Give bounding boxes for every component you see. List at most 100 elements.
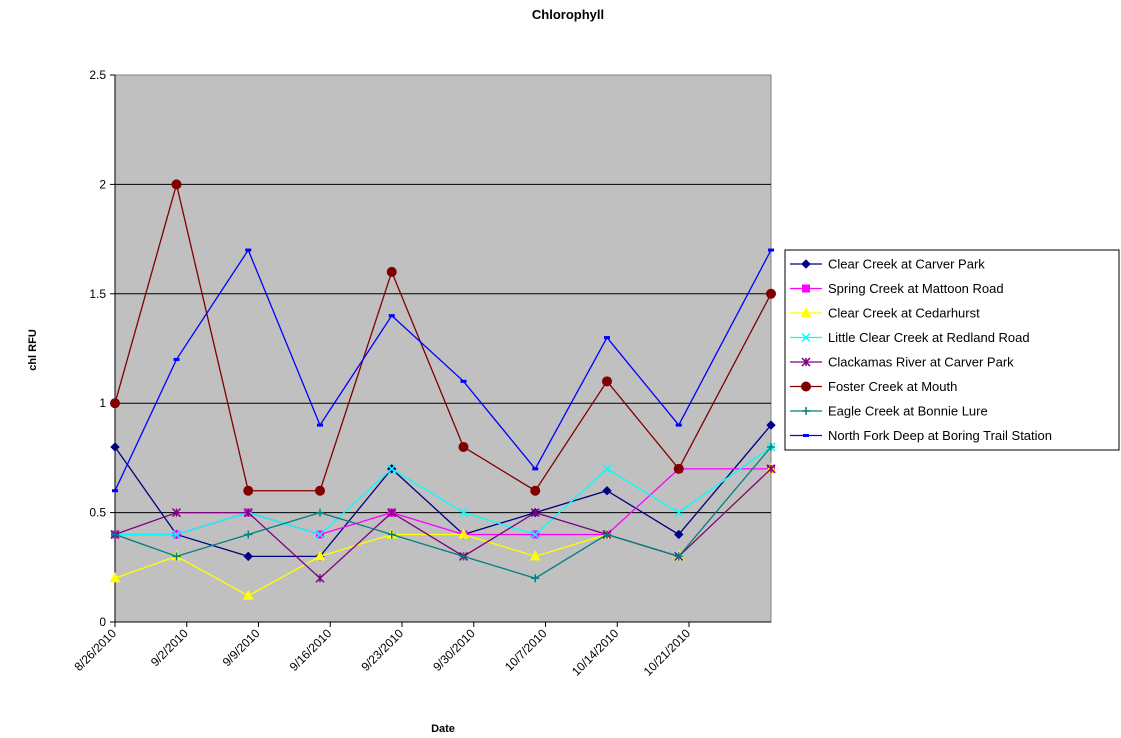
series-line [114, 446, 772, 579]
data-point [387, 464, 397, 474]
data-point [673, 463, 684, 474]
x-tick-label: 10/14/2010 [569, 626, 622, 679]
plot-area [114, 74, 772, 623]
legend-item: Clackamas River at Carver Park [790, 355, 1014, 370]
data-point [171, 529, 182, 540]
x-axis-title: Date [431, 723, 455, 735]
data-point [243, 551, 253, 562]
y-axis-title: chl RFU [27, 329, 39, 371]
data-point [767, 442, 775, 451]
series-line [115, 446, 772, 536]
data-point [315, 529, 325, 540]
series-6 [110, 179, 776, 496]
x-tick-label: 10/21/2010 [641, 626, 694, 679]
x-tick-label: 9/2/2010 [148, 626, 191, 669]
legend-item: Clear Creek at Carver Park [790, 257, 985, 272]
data-point [530, 508, 540, 518]
data-point [532, 467, 539, 471]
data-point [460, 379, 467, 383]
data-point [316, 508, 324, 517]
data-point [245, 248, 252, 252]
data-point [388, 314, 395, 318]
legend-label: Clackamas River at Carver Park [828, 355, 1014, 370]
data-point [674, 552, 683, 561]
data-point [171, 508, 182, 518]
data-point [171, 179, 182, 190]
legend-label: North Fork Deep at Boring Trail Station [828, 428, 1052, 443]
y-tick-label: 1.5 [89, 287, 106, 301]
data-point [674, 508, 684, 518]
data-point [112, 489, 118, 493]
legend-marker [801, 381, 811, 392]
data-point [315, 573, 325, 583]
data-point [458, 441, 469, 452]
chart-title: Chlorophyll [532, 7, 604, 22]
legend-item: Foster Creek at Mouth [790, 379, 957, 394]
data-point [674, 529, 684, 540]
legend-marker [802, 407, 810, 415]
data-point [530, 485, 541, 496]
x-tick-label: 9/9/2010 [220, 626, 263, 669]
legend-marker [802, 284, 810, 293]
legend: Clear Creek at Carver Park Spring Creek a… [784, 249, 1120, 451]
data-point [242, 589, 254, 600]
data-point [386, 266, 397, 277]
data-point [602, 376, 612, 387]
data-point [109, 572, 121, 583]
legend-label: Foster Creek at Mouth [828, 379, 957, 394]
data-point [317, 423, 323, 427]
series-group [109, 179, 777, 600]
series-7 [111, 442, 775, 583]
y-tick-label: 2 [99, 177, 106, 191]
data-point [530, 529, 540, 540]
legend-label: Eagle Creek at Bonnie Lure [828, 404, 988, 419]
data-point [529, 550, 541, 561]
legend-marker [801, 259, 811, 269]
legend-label: Little Clear Creek at Redland Road [828, 330, 1030, 345]
y-tick-label: 2.5 [89, 68, 106, 82]
data-point [602, 464, 612, 474]
x-tick-label: 9/16/2010 [287, 626, 335, 674]
data-point [531, 574, 540, 583]
y-tick-label: 1 [99, 396, 106, 410]
legend-item: Little Clear Creek at Redland Road [790, 330, 1030, 345]
data-point [173, 357, 180, 361]
legend-marker [801, 357, 811, 367]
y-tick-label: 0 [99, 615, 106, 629]
legend-box [784, 249, 1120, 451]
data-point [675, 423, 682, 427]
data-point [768, 248, 774, 252]
legend-marker [801, 332, 811, 343]
data-point [604, 336, 610, 340]
data-point [244, 530, 253, 539]
data-point [458, 528, 469, 539]
data-point [387, 508, 397, 518]
data-point [766, 420, 776, 430]
data-point [110, 398, 120, 409]
legend-marker [800, 306, 812, 317]
x-tick-label: 8/26/2010 [71, 626, 119, 674]
series-line [114, 184, 772, 492]
data-point [459, 552, 468, 561]
data-point [111, 530, 119, 539]
data-point [766, 288, 776, 299]
legend-marker [803, 434, 809, 437]
data-point [172, 552, 181, 561]
legend-item: Spring Creek at Mattoon Road [790, 281, 1004, 296]
data-point [458, 508, 469, 518]
legend-label: Clear Creek at Cedarhurst [828, 306, 980, 321]
legend-item: Eagle Creek at Bonnie Lure [790, 404, 988, 419]
data-point [243, 485, 254, 496]
y-tick-label: 0.5 [89, 506, 106, 520]
legend-label: Clear Creek at Carver Park [828, 257, 985, 272]
data-point [314, 550, 326, 561]
x-tick-label: 9/30/2010 [430, 626, 478, 674]
data-point [603, 530, 611, 539]
data-point [110, 442, 120, 452]
gridlines [115, 183, 771, 514]
legend-item: Clear Creek at Cedarhurst [790, 306, 980, 321]
data-point [243, 508, 253, 518]
x-tick-label: 9/23/2010 [358, 626, 406, 674]
data-point [387, 530, 396, 539]
